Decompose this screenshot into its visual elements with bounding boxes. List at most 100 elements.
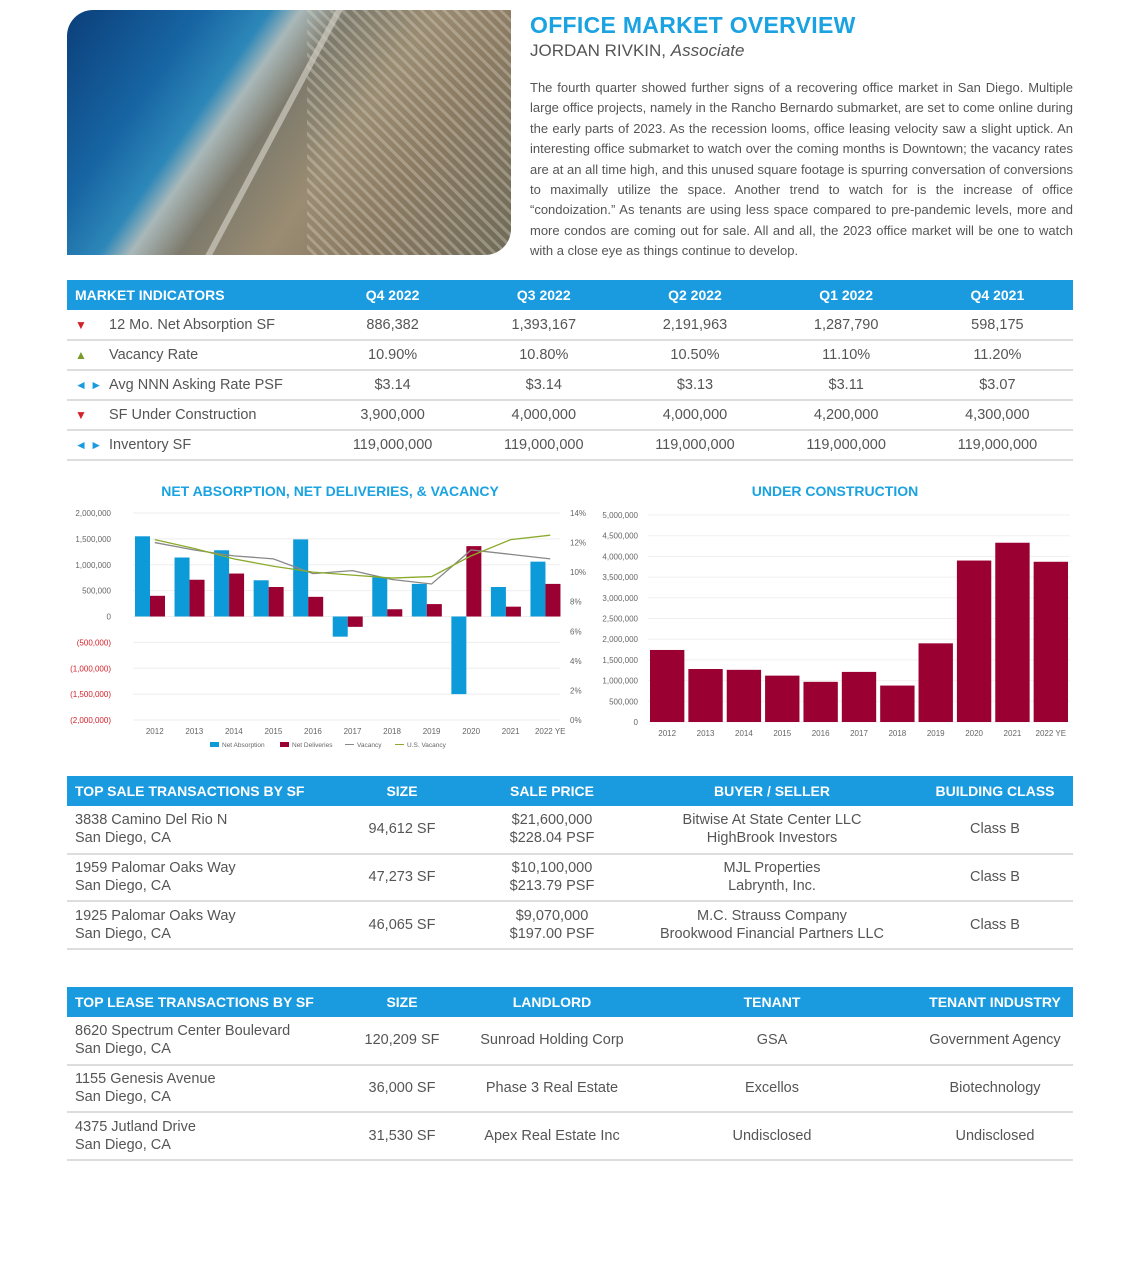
property-address: 3838 Camino Del Rio N San Diego, CA — [67, 806, 327, 855]
under-construction-bar — [726, 669, 762, 722]
y2-tick-label: 8% — [570, 598, 582, 607]
tenant-industry: Undisclosed — [917, 1112, 1073, 1161]
y-tick-label: 4,500,000 — [602, 532, 638, 541]
y-tick-label: 1,000,000 — [75, 561, 111, 570]
indicator-row: ▲ Vacancy Rate 10.90% 10.80% 10.50% 11.10% 11.… — [67, 340, 1073, 371]
net-absorption-bar — [451, 616, 467, 695]
trend-lr-icon: ◄ ► — [75, 438, 103, 452]
y-tick-label: 1,500,000 — [75, 535, 111, 544]
property-address: 1155 Genesis Avenue San Diego, CA — [67, 1064, 327, 1113]
trend-lr-icon: ◄ ► — [75, 378, 103, 392]
indicator-value: 119,000,000 — [468, 430, 620, 461]
indicator-value: 119,000,000 — [317, 430, 469, 461]
indicator-value-text: $3.14 — [525, 377, 562, 393]
indicator-row: ◄ ► Inventory SF 119,000,000 119,000,000 119… — [67, 430, 1073, 461]
indicator-value: $3.14 — [317, 370, 469, 401]
indicator-label: 12 Mo. Net Absorption SF — [109, 316, 276, 333]
size: 31,530 SF — [327, 1112, 477, 1161]
indicator-value: 598,175 — [921, 310, 1073, 341]
indicator-label: SF Under Construction — [109, 407, 257, 423]
indicator-label-cell: ▲ Vacancy Rate — [67, 340, 317, 371]
indicator-value-text: 886,382 — [366, 316, 419, 333]
indicator-value: $3.13 — [619, 370, 771, 401]
x-tick-label: 2015 — [773, 729, 791, 738]
indicator-label-cell: ◄ ► Inventory SF — [67, 430, 317, 461]
col-header: TOP LEASE TRANSACTIONS BY SF — [67, 987, 327, 1017]
under-construction-bar — [995, 542, 1030, 722]
indicator-value: 11.10% — [770, 340, 922, 371]
under-construction-bar — [1033, 561, 1068, 722]
net-deliveries-bar — [308, 596, 324, 617]
property-address: 4375 Jutland Drive San Diego, CA — [67, 1112, 327, 1161]
building-class-text: Class B — [970, 821, 1020, 838]
buyer-seller-line1: M.C. Strauss Company — [697, 907, 847, 924]
y-tick-label: 2,000,000 — [75, 509, 111, 518]
property-address-line1: 8620 Spectrum Center Boulevard — [75, 1023, 291, 1040]
buyer-seller-line1: Bitwise At State Center LLC — [682, 812, 862, 829]
x-tick-label: 2013 — [697, 729, 715, 738]
size-text: 47,273 SF — [368, 869, 436, 886]
indicator-label-cell: ▼ SF Under Construction — [67, 400, 317, 431]
landlord: Sunroad Holding Corp — [477, 1017, 627, 1066]
under-construction-chart: 5,000,000 4,500,000 4,000,000 3,500,000 3,00… — [602, 511, 1070, 738]
x-tick-label: 2016 — [812, 729, 830, 738]
net-deliveries-bar — [505, 606, 521, 617]
y-tick-label: (1,000,000) — [70, 664, 111, 673]
col-header: BUILDING CLASS — [917, 776, 1073, 806]
x-tick-label: 2012 — [146, 727, 164, 736]
indicator-value-text: 10.80% — [519, 347, 569, 363]
sale-price: $21,600,000 $228.04 PSF — [477, 806, 627, 855]
x-tick-label: 2013 — [185, 727, 203, 736]
tenant-text: Undisclosed — [732, 1127, 812, 1144]
indicator-value: 3,900,000 — [317, 400, 469, 431]
y-tick-label: 0 — [634, 718, 639, 727]
col-header: SIZE — [327, 987, 477, 1017]
indicator-value: $3.11 — [770, 370, 922, 401]
landlord: Apex Real Estate Inc — [477, 1112, 627, 1161]
net-deliveries-bar — [466, 546, 482, 617]
u-s-vacancy-line — [154, 534, 551, 579]
legend-swatch — [280, 742, 289, 747]
property-address-line2: San Diego, CA — [75, 1136, 171, 1153]
net-absorption-bar — [293, 539, 309, 617]
indicator-value-text: 119,000,000 — [806, 437, 886, 453]
chart-title: UNDER CONSTRUCTION — [751, 483, 919, 499]
property-address-line2: San Diego, CA — [75, 925, 171, 942]
indicator-value: 886,382 — [317, 310, 469, 341]
size: 36,000 SF — [327, 1064, 477, 1113]
author-name: JORDAN RIVKIN, — [530, 41, 667, 60]
sale-row: 1959 Palomar Oaks Way San Diego, CA 47,273… — [67, 853, 1073, 902]
net-absorption-bar — [411, 583, 427, 617]
property-address-line1: 1959 Palomar Oaks Way — [75, 860, 236, 877]
x-tick-label: 2019 — [927, 729, 945, 738]
building-class-text: Class B — [970, 869, 1020, 886]
indicator-label: Avg NNN Asking Rate PSF — [109, 377, 283, 393]
property-address-line1: 4375 Jutland Drive — [75, 1118, 196, 1135]
y-tick-label: 1,500,000 — [602, 656, 638, 665]
property-address-line1: 1155 Genesis Avenue — [75, 1071, 216, 1088]
building-class: Class B — [917, 853, 1073, 902]
author-role: Associate — [670, 41, 745, 60]
under-construction-bar — [956, 560, 992, 722]
indicator-value: 119,000,000 — [619, 430, 771, 461]
sale-price-line1: $10,100,000 — [511, 860, 593, 877]
indicator-value-text: 2,191,963 — [662, 316, 728, 333]
indicator-value-text: $3.13 — [676, 377, 714, 393]
size: 120,209 SF — [327, 1017, 477, 1066]
net-deliveries-bar — [189, 579, 205, 617]
indicator-value-text: 4,200,000 — [813, 407, 879, 423]
x-tick-label: 2014 — [225, 727, 243, 736]
net-absorption-bar — [332, 616, 348, 637]
x-tick-label: 2022 YE — [535, 727, 566, 736]
sale-row: 3838 Camino Del Rio N San Diego, CA 94,612… — [67, 806, 1073, 855]
property-address-line1: 3838 Camino Del Rio N — [75, 812, 228, 829]
y-tick-label: 500,000 — [609, 697, 638, 706]
net-deliveries-bar — [229, 573, 245, 617]
property-address-line2: San Diego, CA — [75, 830, 171, 847]
indicator-value-text: 10.50% — [670, 347, 720, 363]
lease-row: 8620 Spectrum Center Boulevard San Diego,… — [67, 1017, 1073, 1066]
sale-price-line1: $9,070,000 — [515, 907, 589, 924]
trend-down-icon: ▼ — [75, 317, 87, 332]
buyer-seller: Bitwise At State Center LLC HighBrook Inv… — [627, 806, 917, 855]
building-class: Class B — [917, 806, 1073, 855]
